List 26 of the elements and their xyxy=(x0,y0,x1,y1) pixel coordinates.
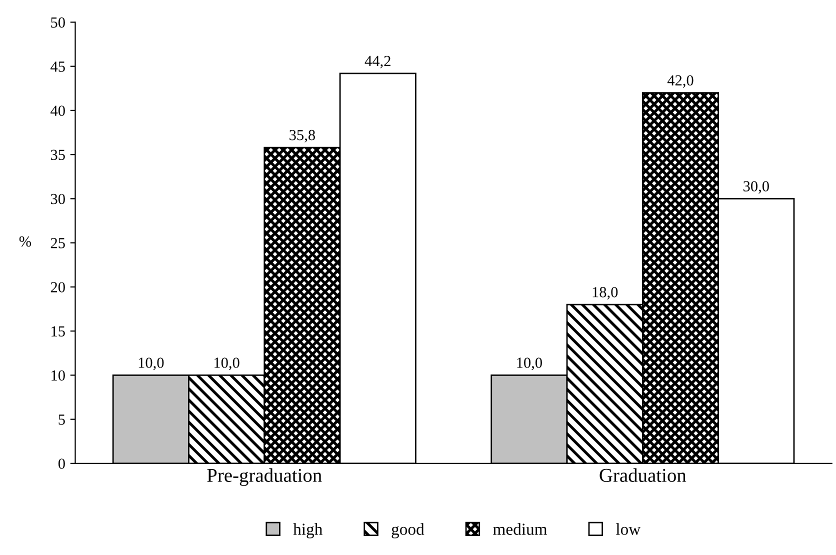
y-tick-label: 45 xyxy=(50,62,65,72)
y-tick-label: 5 xyxy=(58,414,65,425)
data-label: 44,2 xyxy=(364,56,390,68)
y-tick-label: 40 xyxy=(50,106,65,116)
data-label: 35,8 xyxy=(290,130,315,142)
y-axis-title: % xyxy=(19,236,32,247)
legend-label: good xyxy=(392,523,424,538)
y-tick-label: 30 xyxy=(50,194,65,204)
y-tick-label: 10 xyxy=(52,370,65,381)
y-tick-label: 25 xyxy=(50,238,65,248)
legend-label: medium xyxy=(493,523,548,535)
data-label: 10,0 xyxy=(138,358,164,370)
y-tick-label: 35 xyxy=(50,150,65,160)
legend-label: low xyxy=(616,523,641,535)
data-label: 30,0 xyxy=(744,181,769,194)
y-tick-label: 20 xyxy=(50,282,65,292)
y-tick-label: 0 xyxy=(58,458,65,469)
data-label: 10,0 xyxy=(214,358,240,370)
data-label: 10,0 xyxy=(517,358,542,370)
data-label: 42,0 xyxy=(667,75,694,88)
data-label: 18,0 xyxy=(592,287,618,300)
y-tick-label: 50 xyxy=(51,17,65,28)
legend-label: high xyxy=(293,523,322,538)
y-tick-label: 15 xyxy=(52,326,65,337)
x-tick-label: Pre-graduation xyxy=(207,468,322,486)
x-tick-label: Graduation xyxy=(600,468,686,482)
